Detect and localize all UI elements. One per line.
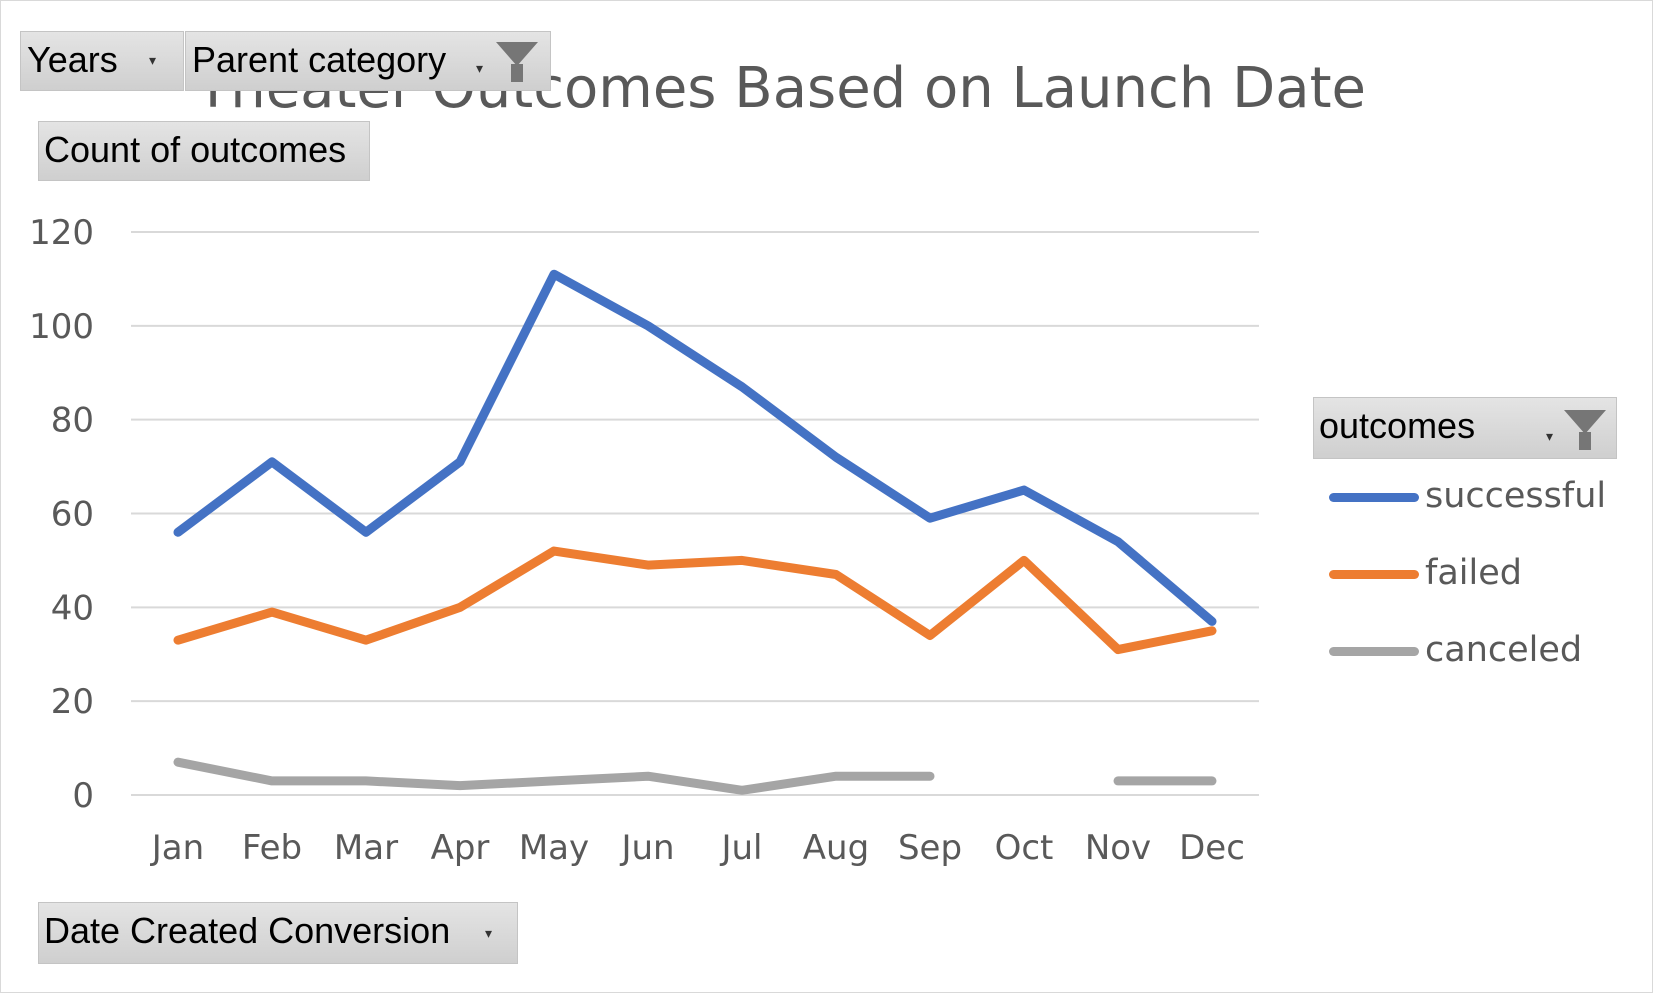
data-point-failed: [459, 606, 461, 609]
legend-label: canceled: [1425, 630, 1583, 670]
dropdown-arrow-icon: ▾: [149, 52, 157, 68]
x-axis-ticks: Jan Feb Mar Apr May Jun Jul Aug Sep Oct Nov Dec: [150, 828, 1245, 868]
data-point-failed: [1117, 648, 1119, 651]
data-point-failed: [647, 564, 649, 567]
years-filter-button[interactable]: Years ▾: [20, 31, 184, 91]
date-created-conversion-label: Date Created Conversion: [44, 910, 451, 951]
series-lines: [173, 269, 1217, 795]
data-point-canceled: [835, 775, 837, 778]
series-line-canceled: [173, 757, 935, 795]
values-field-button[interactable]: Count of outcomes: [38, 121, 370, 181]
x-tick-label: Jan: [150, 828, 204, 868]
count-of-outcomes-label: Count of outcomes: [44, 129, 347, 170]
x-tick-label: Feb: [242, 828, 302, 868]
data-point-successful: [365, 531, 367, 534]
parent-category-filter-label: Parent category: [192, 39, 447, 80]
data-point-canceled: [647, 775, 649, 778]
x-tick-label: Nov: [1085, 828, 1151, 868]
data-point-failed: [365, 639, 367, 642]
data-point-successful: [177, 531, 179, 534]
data-point-canceled: [1211, 779, 1213, 782]
x-tick-label: Sep: [898, 828, 962, 868]
series-line-successful: [173, 269, 1217, 626]
data-point-successful: [1117, 540, 1119, 543]
axis-field-button[interactable]: Date Created Conversion ▾: [38, 902, 518, 964]
data-point-failed: [553, 550, 555, 553]
gridlines: [131, 231, 1259, 796]
data-point-failed: [271, 611, 273, 614]
series-line-failed: [173, 546, 1217, 655]
legend-swatch: [1329, 647, 1419, 656]
data-point-successful: [647, 324, 649, 327]
x-tick-label: Aug: [803, 828, 869, 868]
dropdown-arrow-icon: ▾: [476, 60, 484, 76]
data-point-canceled: [929, 775, 931, 778]
data-point-canceled: [741, 789, 743, 792]
outcomes-filter-label: outcomes: [1319, 405, 1476, 446]
x-tick-label: Mar: [334, 828, 398, 868]
data-point-failed: [1211, 629, 1213, 632]
data-point-canceled: [177, 761, 179, 764]
data-point-canceled: [459, 784, 461, 787]
data-point-successful: [459, 460, 461, 463]
data-point-canceled: [365, 779, 367, 782]
dropdown-arrow-icon: ▾: [485, 925, 493, 941]
data-point-failed: [1023, 559, 1025, 562]
data-point-canceled: [271, 779, 273, 782]
data-point-successful: [741, 385, 743, 388]
parent-category-filter-button[interactable]: Parent category ▾: [185, 31, 551, 91]
data-point-canceled: [1117, 779, 1119, 782]
x-tick-label: May: [519, 828, 589, 868]
x-tick-label: Oct: [995, 828, 1054, 868]
outcomes-legend-filter-button[interactable]: outcomes ▾: [1313, 397, 1617, 459]
y-tick-label: 60: [51, 495, 94, 535]
legend-label: successful: [1425, 476, 1607, 516]
data-point-canceled: [553, 779, 555, 782]
y-tick-label: 80: [51, 401, 94, 441]
data-point-successful: [1211, 620, 1213, 623]
y-tick-label: 0: [72, 776, 94, 816]
data-point-failed: [929, 634, 931, 637]
years-filter-label: Years: [27, 39, 118, 80]
x-tick-label: Jun: [619, 828, 674, 868]
legend-label: failed: [1425, 553, 1522, 593]
x-tick-label: Apr: [431, 828, 490, 868]
data-point-successful: [1023, 489, 1025, 492]
data-point-successful: [929, 517, 931, 520]
legend-swatch: [1329, 570, 1419, 579]
y-tick-label: 40: [51, 588, 94, 628]
y-axis-ticks: 0 20 40 60 80 100 120: [29, 213, 94, 816]
x-tick-label: Jul: [719, 828, 762, 868]
data-point-failed: [835, 573, 837, 576]
y-tick-label: 20: [51, 682, 94, 722]
dropdown-arrow-icon: ▾: [1546, 428, 1554, 444]
data-point-successful: [271, 460, 273, 463]
y-tick-label: 120: [29, 213, 94, 253]
x-tick-label: Dec: [1179, 828, 1245, 868]
data-point-failed: [741, 559, 743, 562]
y-tick-label: 100: [29, 307, 94, 347]
data-point-failed: [177, 639, 179, 642]
legend-swatch: [1329, 493, 1419, 502]
data-point-successful: [835, 456, 837, 459]
data-point-successful: [553, 273, 555, 276]
